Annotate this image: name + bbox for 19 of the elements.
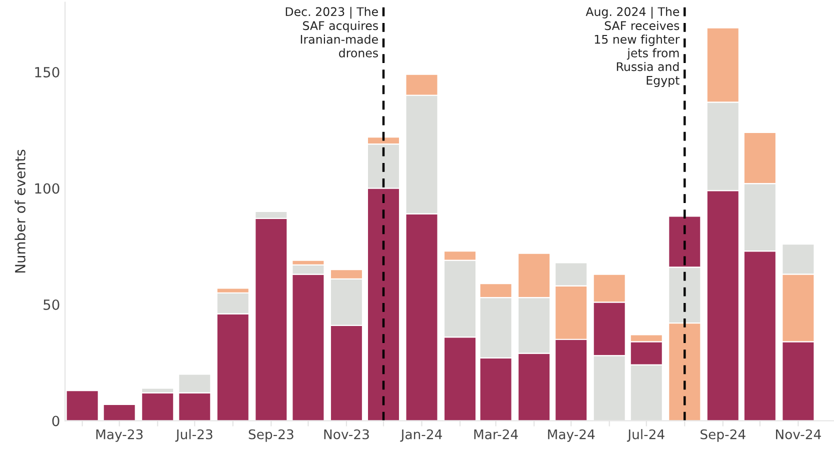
x-tick-label: Jul-23 [175,429,212,442]
x-tick-label: Nov-23 [324,429,369,440]
x-tick-label: Sep-24 [700,429,746,442]
ref-line-label: Dec. 2023 | The SAF acquires Iranian-made drones [286,6,378,58]
x-tick-label: Sep-23 [248,429,294,442]
x-tick-label: Jul-24 [626,429,664,442]
x-tick-label: Jan-24 [400,429,442,442]
y-tick-label: 0 [52,416,60,426]
y-tick-label: 150 [35,66,60,78]
x-tick-label: Mar-24 [474,429,518,440]
ref-line-label: Aug. 2024 | The SAF receives 15 new fighter jets from Russia and Egypt [586,6,680,88]
bar [102,404,136,421]
y-tick-label: 100 [35,183,60,194]
y-tick-label: 50 [44,299,60,310]
x-tick-label: Nov-24 [776,429,821,440]
bar [66,390,99,421]
x-tick-label: May-23 [96,429,143,442]
y-axis-title: Number of events [14,150,26,273]
x-tick-label: May-24 [548,429,595,442]
